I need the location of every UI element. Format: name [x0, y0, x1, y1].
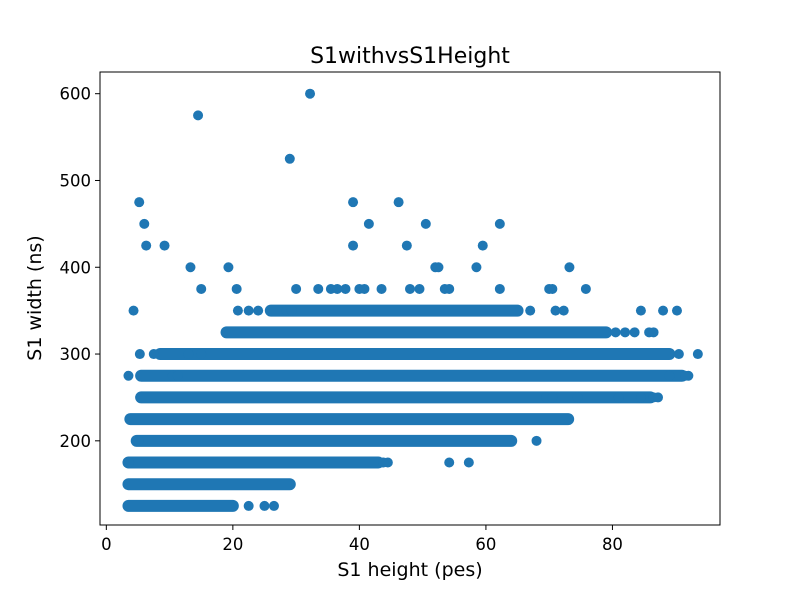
scatter-point — [558, 305, 569, 316]
y-tick-label: 400 — [60, 258, 92, 277]
scatter-point — [359, 283, 370, 294]
scatter-point — [340, 283, 351, 294]
scatter-point — [196, 283, 207, 294]
scatter-point — [393, 197, 404, 208]
scatter-point — [133, 435, 144, 446]
scatter-point — [671, 305, 682, 316]
scatter-point — [463, 457, 474, 468]
scatter-point — [613, 392, 624, 403]
scatter-point — [232, 305, 243, 316]
y-axis-label: S1 width (ns) — [24, 235, 46, 360]
scatter-point — [193, 110, 204, 121]
scatter-point — [580, 283, 591, 294]
scatter-point — [134, 197, 145, 208]
scatter-point — [629, 327, 640, 338]
scatter-point — [291, 283, 302, 294]
scatter-point — [635, 392, 646, 403]
scatter-point — [313, 283, 324, 294]
scatter-point — [550, 305, 561, 316]
scatter-point — [471, 262, 482, 273]
scatter-point — [401, 240, 412, 251]
scatter-point — [148, 349, 159, 360]
scatter-point — [183, 349, 194, 360]
scatter-point — [673, 349, 684, 360]
scatter-point — [653, 392, 663, 403]
scatter-point — [124, 457, 135, 468]
x-tick-label: 20 — [222, 535, 243, 554]
y-tick-label: 300 — [60, 345, 92, 364]
scatter-point — [128, 305, 139, 316]
scatter-point — [525, 305, 536, 316]
scatter-point — [444, 457, 455, 468]
scatter-point — [123, 370, 134, 381]
scatter-point — [185, 262, 196, 273]
x-axis-ticks: 0 20 40 60 80 — [101, 525, 623, 554]
y-tick-label: 500 — [60, 171, 92, 190]
scatter-point — [378, 457, 389, 468]
points-layer — [122, 88, 703, 512]
scatter-point — [494, 283, 505, 294]
y-axis-ticks: 200 300 400 500 600 — [60, 85, 100, 451]
scatter-point — [680, 370, 691, 381]
scatter-point — [268, 500, 279, 511]
scatter-point — [141, 240, 152, 251]
scatter-point — [610, 327, 621, 338]
scatter-point — [243, 305, 254, 316]
y-tick-label: 200 — [60, 432, 92, 451]
scatter-point — [231, 283, 242, 294]
scatter-point — [572, 392, 583, 403]
scatter-point — [444, 283, 455, 294]
scatter-point — [635, 305, 646, 316]
scatter-point — [139, 218, 150, 229]
x-tick-label: 60 — [475, 535, 496, 554]
scatter-point — [547, 283, 558, 294]
scatter-point — [196, 349, 207, 360]
scatter-point — [477, 240, 488, 251]
scatter-point — [172, 370, 183, 381]
x-tick-label: 0 — [101, 535, 112, 554]
scatter-point — [223, 262, 234, 273]
x-tick-label: 40 — [349, 535, 370, 554]
scatter-point — [420, 218, 431, 229]
scatter-point — [332, 283, 343, 294]
scatter-point — [648, 327, 659, 338]
scatter-point — [692, 349, 703, 360]
chart-title: S1withvsS1Height — [310, 44, 510, 69]
scatter-point — [259, 500, 270, 511]
scatter-point — [348, 197, 359, 208]
scatter-point — [348, 240, 359, 251]
scatter-point — [243, 500, 254, 511]
scatter-point — [620, 327, 631, 338]
plot-frame — [99, 71, 721, 526]
scatter-point — [494, 218, 505, 229]
scatter-point — [284, 153, 295, 164]
scatter-point — [433, 262, 444, 273]
scatter-point — [134, 349, 145, 360]
scatter-point — [305, 88, 316, 99]
scatter-point — [547, 392, 558, 403]
x-tick-label: 80 — [602, 535, 623, 554]
scatter-point — [363, 218, 374, 229]
scatter-point — [159, 240, 170, 251]
y-tick-label: 600 — [60, 85, 92, 104]
scatter-point — [376, 283, 387, 294]
x-axis-label: S1 height (pes) — [337, 559, 482, 581]
scatter-point — [564, 262, 575, 273]
scatter-point — [658, 305, 669, 316]
scatter-point — [405, 283, 415, 294]
scatter-point — [414, 283, 425, 294]
scatter-point — [531, 435, 542, 446]
scatter-point — [253, 305, 264, 316]
scatter-point — [286, 305, 297, 316]
scatter-point — [664, 370, 675, 381]
